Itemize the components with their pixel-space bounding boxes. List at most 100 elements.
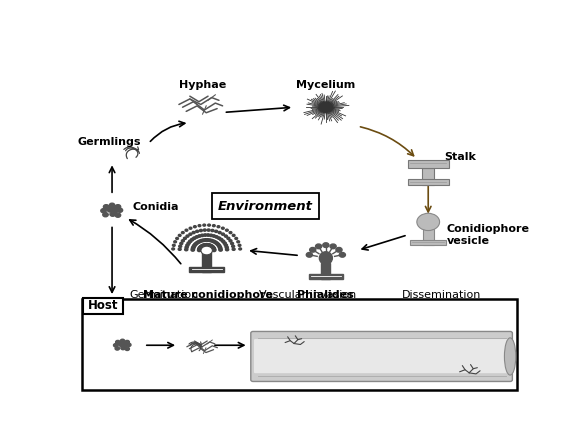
Circle shape xyxy=(211,246,215,249)
Circle shape xyxy=(218,246,221,248)
Circle shape xyxy=(215,236,218,238)
Circle shape xyxy=(113,209,118,213)
Circle shape xyxy=(200,239,204,242)
Circle shape xyxy=(319,102,332,112)
Circle shape xyxy=(208,239,211,241)
Circle shape xyxy=(215,242,218,245)
Circle shape xyxy=(189,233,192,235)
Circle shape xyxy=(206,239,210,241)
Text: Mature conidiophore: Mature conidiophore xyxy=(143,290,272,300)
Circle shape xyxy=(310,247,316,252)
Circle shape xyxy=(201,244,205,247)
Circle shape xyxy=(194,226,196,228)
Circle shape xyxy=(199,246,203,249)
Circle shape xyxy=(204,239,207,241)
Circle shape xyxy=(204,234,207,236)
Circle shape xyxy=(224,244,228,246)
Circle shape xyxy=(223,242,227,244)
Circle shape xyxy=(103,205,109,209)
Ellipse shape xyxy=(319,252,332,264)
Text: Phialides: Phialides xyxy=(298,290,354,300)
FancyBboxPatch shape xyxy=(410,240,447,245)
Circle shape xyxy=(200,229,203,232)
Circle shape xyxy=(417,213,440,231)
Circle shape xyxy=(212,240,215,242)
Circle shape xyxy=(218,232,221,234)
Circle shape xyxy=(231,242,234,245)
Circle shape xyxy=(117,208,123,212)
Circle shape xyxy=(123,344,127,347)
Circle shape xyxy=(224,235,227,237)
Circle shape xyxy=(232,248,235,250)
Circle shape xyxy=(121,346,125,350)
FancyBboxPatch shape xyxy=(212,194,319,220)
Circle shape xyxy=(200,245,204,247)
Circle shape xyxy=(212,224,215,227)
Circle shape xyxy=(208,244,212,247)
Circle shape xyxy=(191,249,194,251)
Circle shape xyxy=(192,246,195,248)
Circle shape xyxy=(201,246,212,255)
Circle shape xyxy=(192,232,195,234)
Circle shape xyxy=(115,213,121,217)
Circle shape xyxy=(207,234,210,236)
Circle shape xyxy=(232,234,235,237)
Circle shape xyxy=(201,234,204,237)
Text: Stalk: Stalk xyxy=(444,152,476,162)
Circle shape xyxy=(184,237,187,239)
Circle shape xyxy=(115,205,121,209)
Text: Hyphae: Hyphae xyxy=(180,80,227,90)
Circle shape xyxy=(220,238,223,241)
Circle shape xyxy=(336,247,342,252)
FancyBboxPatch shape xyxy=(422,168,434,185)
Circle shape xyxy=(125,347,129,350)
Circle shape xyxy=(195,230,198,233)
Circle shape xyxy=(212,248,216,251)
Circle shape xyxy=(180,242,183,245)
Circle shape xyxy=(221,227,224,229)
Circle shape xyxy=(112,206,117,210)
Circle shape xyxy=(238,244,241,246)
Circle shape xyxy=(203,244,206,247)
Circle shape xyxy=(198,246,202,249)
Text: Germination: Germination xyxy=(130,290,199,301)
Circle shape xyxy=(176,237,178,240)
Text: Conidiophore
vesicle: Conidiophore vesicle xyxy=(447,224,529,246)
Ellipse shape xyxy=(504,338,516,375)
Circle shape xyxy=(203,229,206,231)
FancyBboxPatch shape xyxy=(82,299,517,390)
FancyBboxPatch shape xyxy=(408,160,448,168)
Circle shape xyxy=(225,229,228,231)
Text: Mycelium: Mycelium xyxy=(296,80,356,90)
Circle shape xyxy=(198,240,202,242)
Circle shape xyxy=(123,341,127,345)
Circle shape xyxy=(306,253,312,257)
Circle shape xyxy=(194,243,197,246)
Text: Dissemination: Dissemination xyxy=(402,290,481,301)
Circle shape xyxy=(110,212,116,216)
Circle shape xyxy=(113,344,118,347)
Bar xyxy=(309,274,343,279)
Circle shape xyxy=(195,236,198,238)
Circle shape xyxy=(339,253,345,257)
Bar xyxy=(321,263,330,279)
Circle shape xyxy=(118,342,122,345)
Circle shape xyxy=(212,235,215,237)
Circle shape xyxy=(239,248,241,250)
Circle shape xyxy=(173,244,175,246)
Circle shape xyxy=(229,240,232,242)
Circle shape xyxy=(198,247,201,250)
Circle shape xyxy=(208,224,210,226)
Circle shape xyxy=(197,249,201,252)
Circle shape xyxy=(207,229,210,231)
Circle shape xyxy=(191,238,194,241)
Circle shape xyxy=(211,246,214,249)
Circle shape xyxy=(221,233,224,235)
Circle shape xyxy=(218,247,222,250)
Circle shape xyxy=(215,230,218,233)
Circle shape xyxy=(186,235,189,237)
Text: Vascular invasion: Vascular invasion xyxy=(259,290,356,301)
Circle shape xyxy=(225,246,228,249)
Circle shape xyxy=(186,244,189,246)
Text: Conidia: Conidia xyxy=(133,202,179,212)
